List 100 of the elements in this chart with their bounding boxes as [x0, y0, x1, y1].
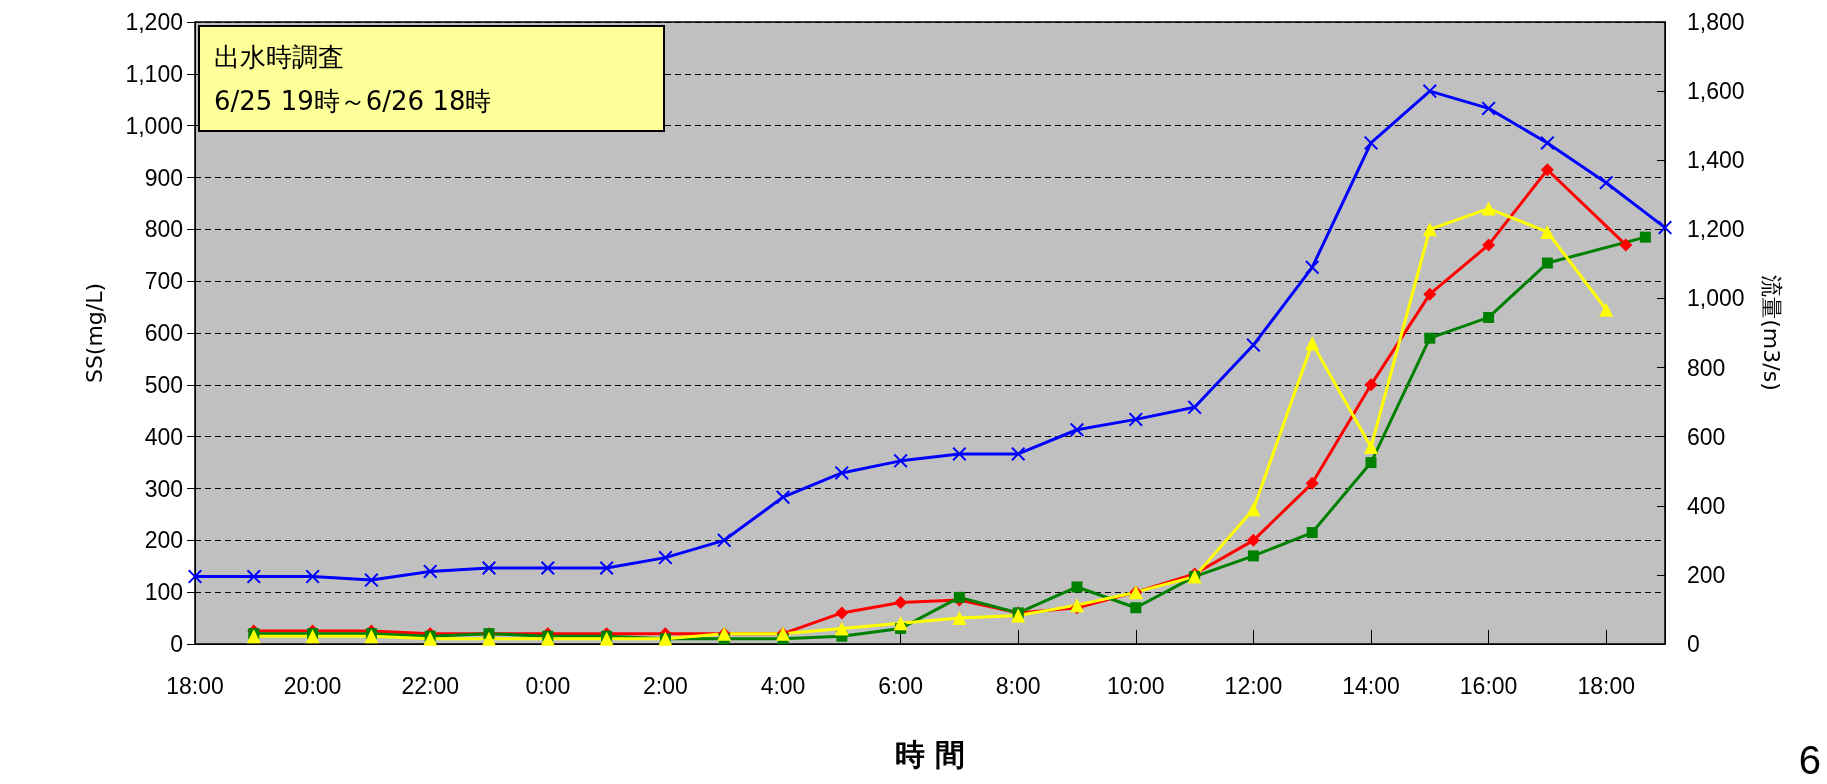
x-tick-label: 10:00	[1107, 672, 1165, 699]
y-tick-label: 0	[170, 631, 183, 657]
point	[482, 560, 496, 575]
y-axis-title: SS(mg/L)	[81, 282, 107, 384]
point	[364, 629, 379, 644]
x-tick-label: 0:00	[525, 672, 571, 699]
point	[1071, 581, 1083, 593]
point	[834, 621, 849, 636]
point	[1422, 222, 1437, 237]
point	[482, 631, 496, 646]
y-tick-label: 100	[144, 579, 183, 606]
x-tick-label: 18:00	[166, 672, 224, 699]
point	[1424, 332, 1436, 344]
x-tick-label: 2:00	[643, 672, 688, 699]
point	[1540, 135, 1555, 150]
point	[953, 591, 965, 603]
point	[305, 629, 320, 644]
point	[1305, 336, 1320, 351]
point	[1364, 135, 1378, 150]
point	[423, 564, 438, 579]
point	[1011, 446, 1026, 461]
y-tick-label: 400	[144, 423, 183, 450]
x-axis-title: 時 間	[894, 736, 966, 772]
point	[835, 606, 849, 620]
point	[1422, 84, 1437, 99]
y2-tick-label: 1,600	[1687, 78, 1745, 105]
point	[717, 533, 732, 548]
x-tick-label: 12:00	[1224, 672, 1283, 699]
point	[776, 490, 790, 505]
y2-tick-label: 1,800	[1687, 9, 1745, 35]
x-tick-label: 14:00	[1342, 672, 1400, 699]
point	[1365, 457, 1377, 469]
point	[1246, 533, 1260, 547]
text-box: 出水時調査 6/25 19時～6/26 18時	[198, 25, 665, 132]
point	[1481, 201, 1496, 216]
point	[1187, 400, 1202, 415]
y2-tick-label: 800	[1687, 354, 1726, 381]
y2-tick-label: 1,000	[1687, 285, 1745, 312]
y-tick-label: 200	[144, 527, 183, 554]
y-tick-label: 800	[144, 216, 183, 243]
y-tick-label: 300	[144, 475, 183, 502]
point	[1247, 550, 1259, 562]
x-tick-label: 22:00	[401, 672, 459, 699]
annotation: 出水時調査	[214, 41, 345, 74]
x-tick-label: 4:00	[760, 672, 806, 699]
x-tick-label: 6:00	[878, 672, 923, 699]
y-tick-label: 1,100	[125, 60, 183, 87]
point	[599, 631, 614, 646]
x-tick-label: 8:00	[995, 672, 1041, 699]
x-tick-label: 20:00	[283, 672, 342, 699]
point	[952, 611, 967, 626]
point	[1540, 163, 1554, 177]
point	[540, 631, 555, 646]
point	[1423, 287, 1437, 301]
point	[893, 453, 908, 468]
point	[894, 596, 908, 610]
y2-tick-label: 1,400	[1687, 147, 1745, 174]
point	[364, 573, 379, 588]
point	[834, 465, 849, 480]
y-tick-label: 600	[144, 320, 183, 346]
point	[1540, 224, 1555, 239]
point	[1246, 338, 1261, 353]
point	[1305, 260, 1320, 275]
point	[658, 550, 673, 565]
point	[1483, 311, 1495, 323]
y2-tick-label: 400	[1687, 492, 1726, 519]
y2-tick-label: 0	[1687, 631, 1700, 657]
point	[1599, 302, 1614, 317]
point	[1128, 412, 1143, 427]
y-tick-label: 1,200	[125, 9, 183, 35]
point	[1482, 238, 1496, 252]
x-tick-label: 18:00	[1577, 672, 1635, 699]
y-tick-label: 700	[144, 268, 183, 295]
point	[1246, 502, 1261, 517]
point	[1481, 101, 1496, 116]
text: 6	[1798, 738, 1821, 782]
point	[1364, 378, 1378, 392]
y-tick-label: 1,000	[125, 112, 183, 139]
point	[599, 560, 614, 575]
y-tick-label: 500	[144, 371, 183, 398]
point	[423, 631, 438, 646]
y2-tick-label: 1,200	[1687, 216, 1745, 243]
point	[952, 446, 967, 461]
point	[540, 560, 555, 575]
x-tick-label: 16:00	[1459, 672, 1518, 699]
point	[1070, 422, 1084, 437]
annotation: 6/25 19時～6/26 18時	[214, 85, 493, 118]
point	[246, 569, 261, 584]
point	[1305, 476, 1319, 490]
point	[188, 569, 202, 584]
point	[305, 569, 320, 584]
point	[1541, 257, 1553, 269]
point	[1364, 440, 1378, 455]
y2-axis-title: 流量(m3/s)	[1758, 275, 1784, 391]
point	[1306, 527, 1318, 539]
y2-tick-label: 200	[1687, 561, 1726, 588]
y2-tick-label: 600	[1687, 423, 1726, 450]
point	[1130, 602, 1142, 614]
point	[893, 616, 908, 631]
point	[246, 629, 261, 644]
